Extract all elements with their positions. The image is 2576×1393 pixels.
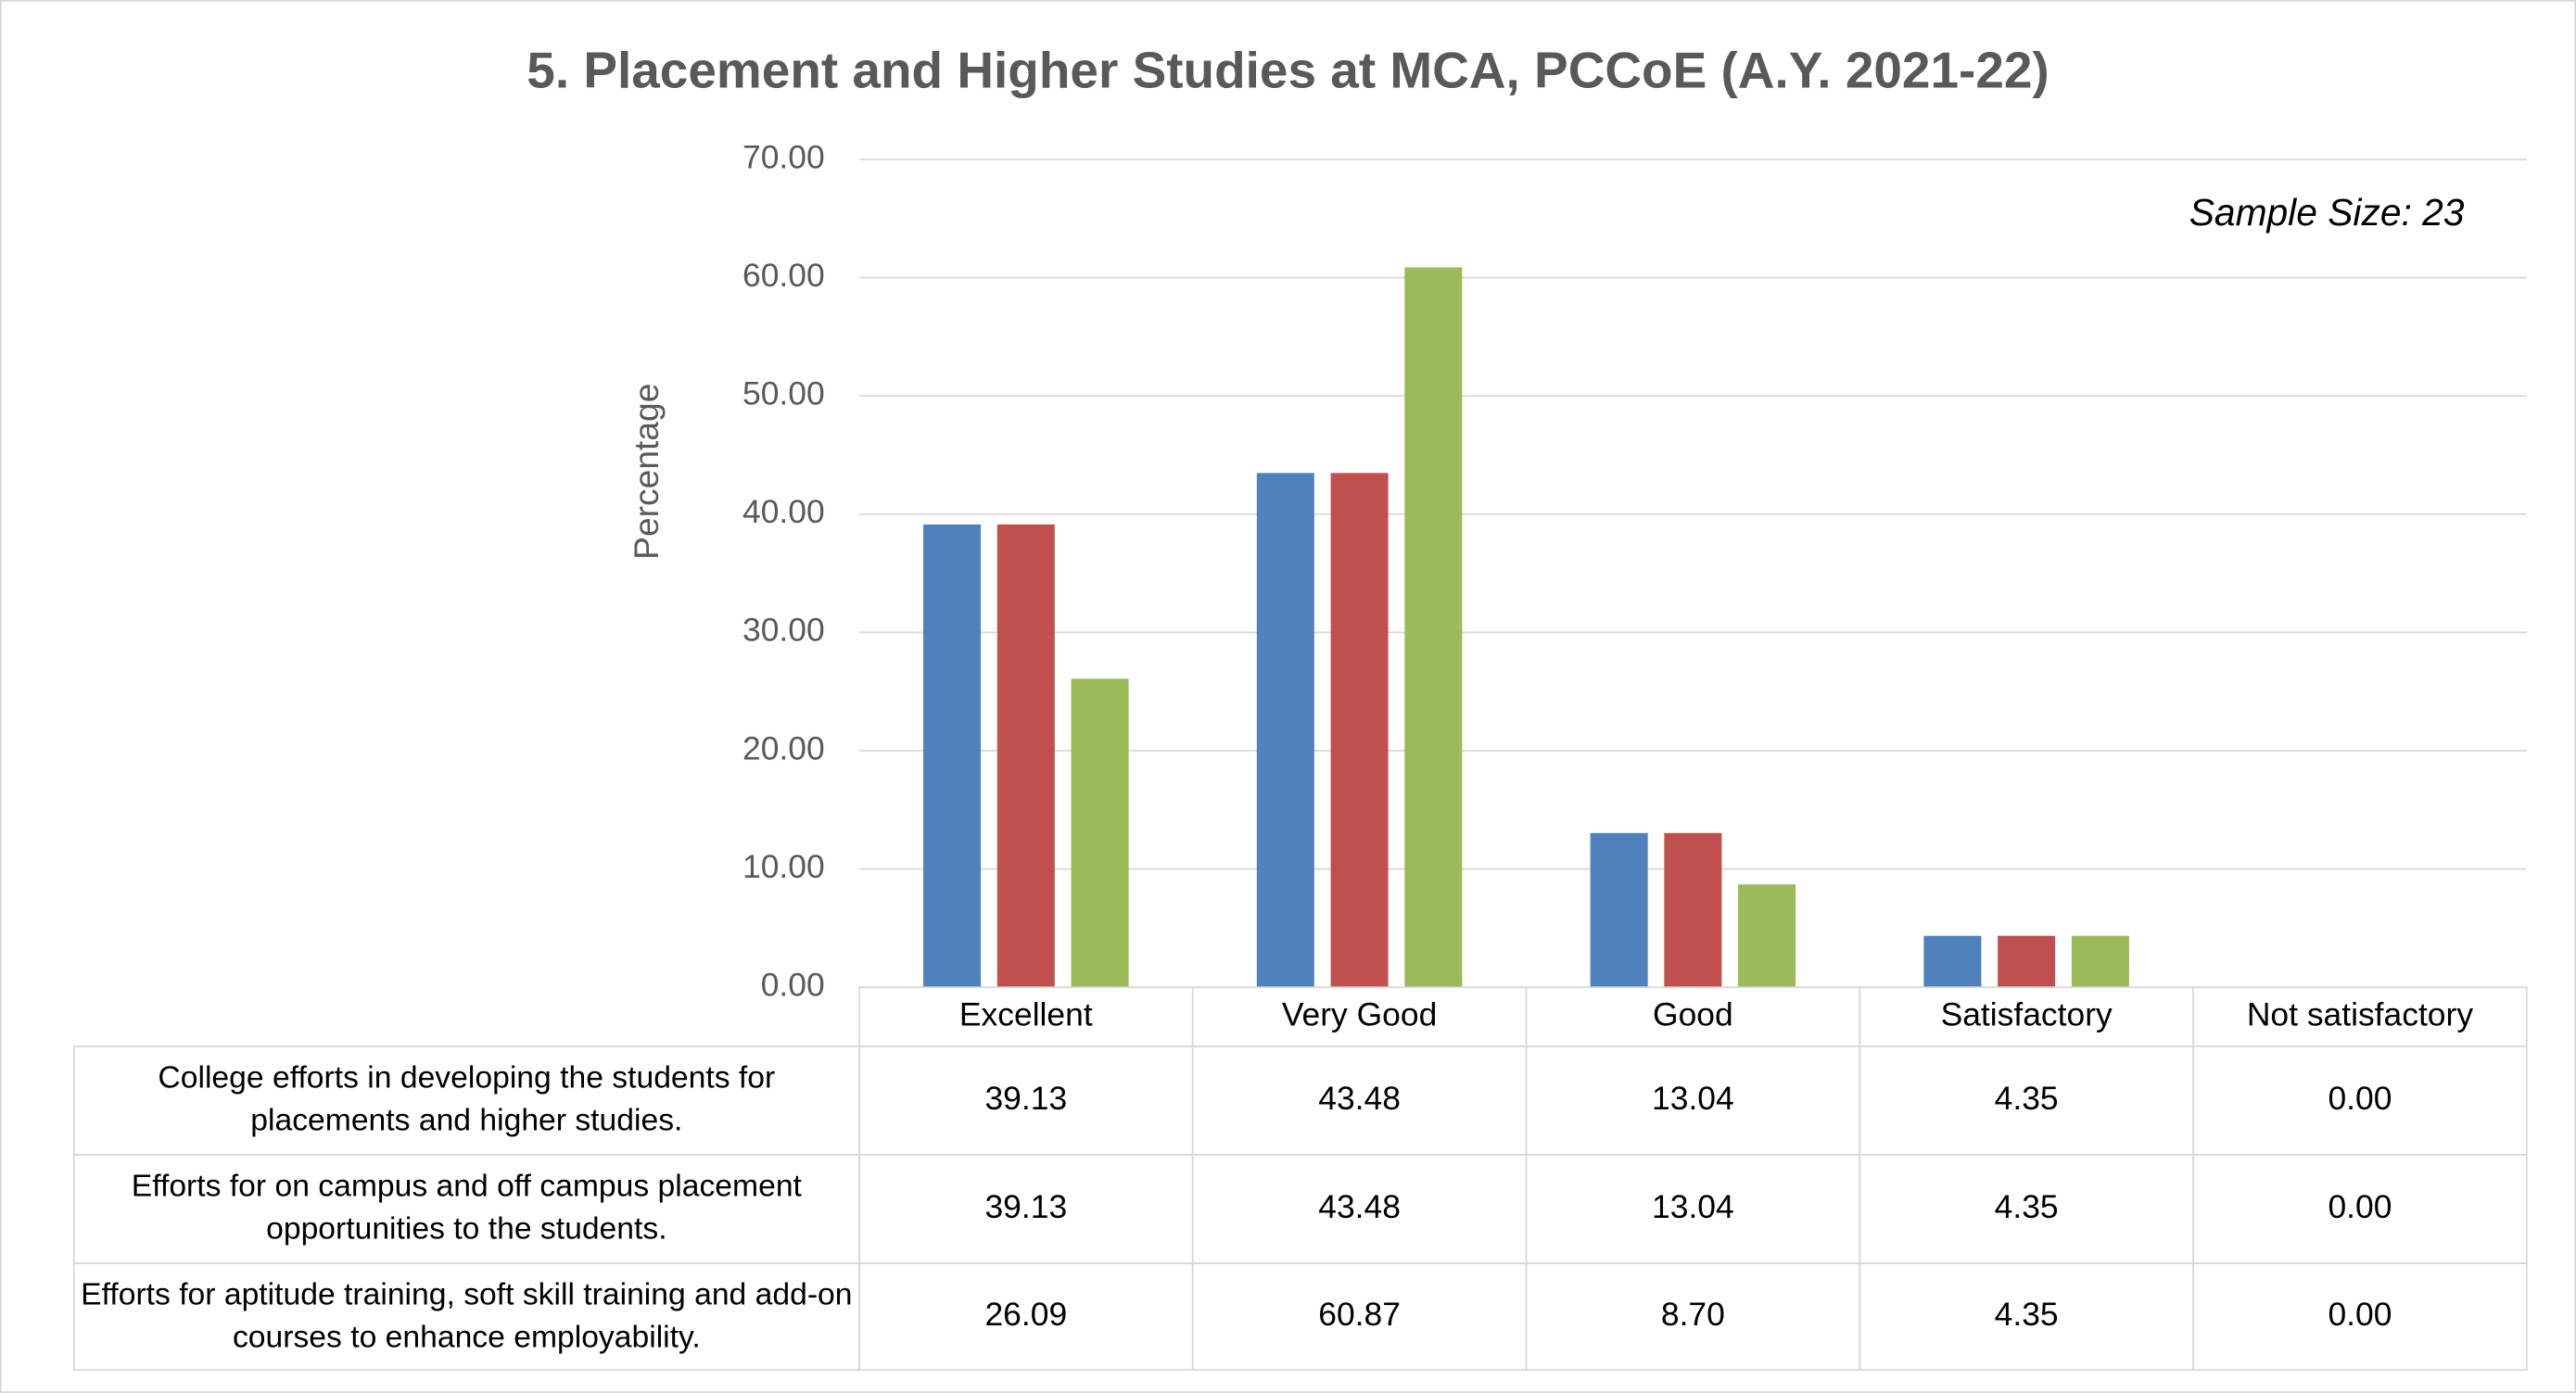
- bar: [1071, 678, 1129, 988]
- row-header-box: Efforts for aptitude training, soft skil…: [81, 1277, 853, 1355]
- row-header-box: Efforts for on campus and off campus pla…: [131, 1169, 802, 1247]
- x-tick-label: Very Good: [1282, 995, 1437, 1032]
- table-value: 4.35: [1995, 1296, 2059, 1333]
- y-tick-label: 30.00: [742, 612, 825, 649]
- bar: [1738, 884, 1796, 988]
- y-tick-label: 60.00: [742, 257, 825, 294]
- row-header-box: College efforts in developing the studen…: [158, 1060, 776, 1139]
- table-value: 0.00: [2328, 1296, 2392, 1333]
- annotation: Sample Size: 23: [2189, 191, 2465, 234]
- bar: [923, 524, 982, 988]
- table-cell: [2192, 1262, 2528, 1372]
- table-value: 13.04: [1652, 1080, 1734, 1117]
- bar: [2071, 935, 2129, 988]
- legend-entry: Efforts for aptitude training, soft skil…: [81, 1277, 853, 1355]
- y-tick-label: 10.00: [742, 848, 825, 885]
- table-value: 39.13: [984, 1188, 1067, 1225]
- y-tick-label: 0.00: [761, 967, 825, 1004]
- table-value: 60.87: [1318, 1296, 1401, 1333]
- y-tick-label: 70.00: [742, 138, 825, 175]
- y-tick-label: 50.00: [742, 375, 825, 412]
- chart-title: 5. Placement and Higher Studies at MCA, …: [527, 41, 2049, 98]
- x-tick-label: Good: [1653, 995, 1733, 1032]
- bar: [996, 524, 1055, 988]
- bar: [1330, 473, 1389, 988]
- table-value: 26.09: [984, 1296, 1067, 1333]
- bar: [1664, 832, 1722, 988]
- x-tick-label: Not satisfactory: [2247, 995, 2473, 1032]
- table-value: 43.48: [1318, 1080, 1401, 1117]
- bar: [1404, 267, 1463, 988]
- y-tick-label: 40.00: [742, 493, 825, 530]
- legend-entry: College efforts in developing the studen…: [158, 1060, 776, 1139]
- y-tick-label: 20.00: [742, 729, 825, 766]
- table-value: 39.13: [984, 1080, 1067, 1117]
- bar: [1923, 935, 1982, 988]
- x-tick-label: Satisfactory: [1941, 995, 2113, 1032]
- bar: [1998, 935, 2056, 988]
- y-axis-label: Percentage: [627, 384, 666, 560]
- table-value: 43.48: [1318, 1188, 1401, 1225]
- bar: [1590, 832, 1648, 988]
- x-tick-label: Excellent: [959, 995, 1093, 1032]
- table-value: 13.04: [1652, 1188, 1734, 1225]
- table-value: 4.35: [1995, 1080, 2059, 1117]
- table-value: 4.35: [1995, 1188, 2059, 1225]
- legend-entry: Efforts for on campus and off campus pla…: [131, 1169, 802, 1247]
- bar: [1256, 473, 1314, 988]
- table-value: 0.00: [2328, 1080, 2392, 1117]
- table-value: 0.00: [2328, 1188, 2392, 1225]
- table-value: 8.70: [1661, 1296, 1725, 1333]
